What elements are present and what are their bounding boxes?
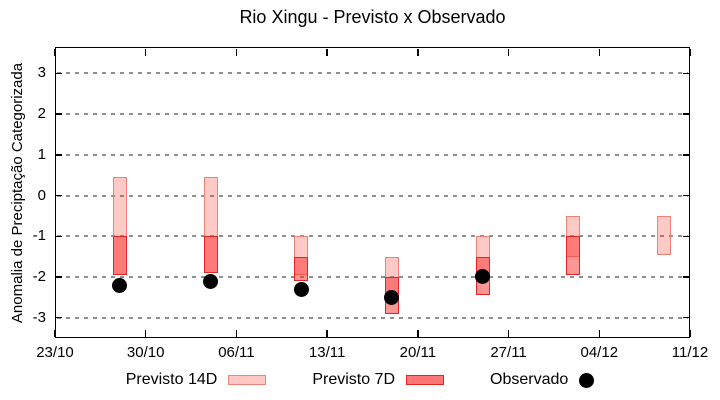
x-tick-label: 06/11 xyxy=(218,344,255,361)
legend-item: Previsto 7D xyxy=(312,371,445,389)
x-tick-label: 30/10 xyxy=(126,344,165,361)
legend-dot-marker xyxy=(579,372,595,388)
y-tick-mark-right xyxy=(683,316,690,319)
y-tick-label: -3 xyxy=(32,308,46,326)
legend-label: Previsto 14D xyxy=(125,371,218,388)
forecast-7d-bar xyxy=(566,236,581,275)
observed-dot xyxy=(203,273,218,289)
x-tick-mark-top xyxy=(417,48,419,56)
x-tick-label: 11/12 xyxy=(671,344,709,361)
x-tick-mark-bottom xyxy=(144,329,147,337)
y-tick-label: 1 xyxy=(37,145,46,163)
y-tick-label: 3 xyxy=(37,64,46,82)
plot-area xyxy=(55,47,690,338)
x-tick-mark-top xyxy=(235,48,238,56)
legend-box-swatch xyxy=(228,375,267,385)
y-tick-mark-right xyxy=(683,235,690,237)
x-tick-label: 23/10 xyxy=(36,344,74,361)
y-tick-label: 0 xyxy=(37,186,46,204)
forecast-7d-bar xyxy=(112,236,127,275)
observed-dot xyxy=(475,269,491,285)
x-tick-mark-top xyxy=(598,48,601,56)
observed-dot xyxy=(384,289,400,305)
x-tick-mark-bottom xyxy=(417,329,419,337)
x-tick-mark-top xyxy=(54,48,56,56)
x-tick-mark-top xyxy=(507,48,510,56)
y-tick-mark-left xyxy=(55,235,62,237)
y-tick-mark-right xyxy=(683,154,690,156)
x-tick-mark-bottom xyxy=(54,329,56,337)
y-tick-mark-left xyxy=(55,113,62,115)
forecast-7d-bar xyxy=(203,236,218,273)
y-gridline xyxy=(57,275,688,278)
y-tick-mark-left xyxy=(55,276,62,278)
x-tick-label: 20/11 xyxy=(399,344,437,361)
legend-item: Previsto 14D xyxy=(126,371,267,389)
chart-title: Rio Xingu - Previsto x Observado xyxy=(239,7,506,27)
y-tick-mark-left xyxy=(55,154,62,156)
y-tick-mark-right xyxy=(683,113,690,115)
x-tick-label: 27/11 xyxy=(490,344,527,361)
x-tick-mark-bottom xyxy=(235,329,238,337)
y-tick-mark-left xyxy=(55,72,62,75)
y-tick-label: -2 xyxy=(32,267,46,285)
chart-legend: Previsto 14D Previsto 7D Observado xyxy=(0,371,720,389)
y-tick-label: 2 xyxy=(37,105,46,123)
observed-dot xyxy=(112,277,128,293)
x-tick-mark-top xyxy=(689,48,691,56)
y-tick-mark-right xyxy=(683,276,690,278)
legend-box-swatch xyxy=(406,375,445,385)
forecast-7d-bar xyxy=(294,256,309,281)
y-tick-label: -1 xyxy=(32,227,46,245)
forecast-14d-bar xyxy=(657,215,672,255)
legend-label: Observado xyxy=(490,371,569,388)
observed-dot xyxy=(293,281,309,297)
x-tick-mark-top xyxy=(144,48,147,56)
x-tick-mark-bottom xyxy=(326,329,328,337)
y-tick-mark-left xyxy=(55,194,62,197)
y-tick-mark-left xyxy=(55,316,62,319)
x-tick-label: 04/12 xyxy=(580,344,619,361)
y-tick-mark-right xyxy=(683,72,690,75)
x-tick-mark-bottom xyxy=(507,329,510,337)
x-tick-mark-bottom xyxy=(598,329,601,337)
legend-item: Observado xyxy=(490,371,595,389)
y-gridline xyxy=(57,72,688,75)
y-gridline xyxy=(57,153,688,156)
y-gridline xyxy=(57,316,688,319)
y-tick-mark-right xyxy=(683,194,690,197)
x-tick-mark-bottom xyxy=(689,329,691,337)
x-tick-mark-top xyxy=(326,48,328,56)
legend-label: Previsto 7D xyxy=(312,371,396,388)
y-gridline xyxy=(57,113,688,116)
y-gridline xyxy=(57,194,688,197)
y-gridline xyxy=(57,235,688,238)
x-tick-label: 13/11 xyxy=(308,344,346,361)
